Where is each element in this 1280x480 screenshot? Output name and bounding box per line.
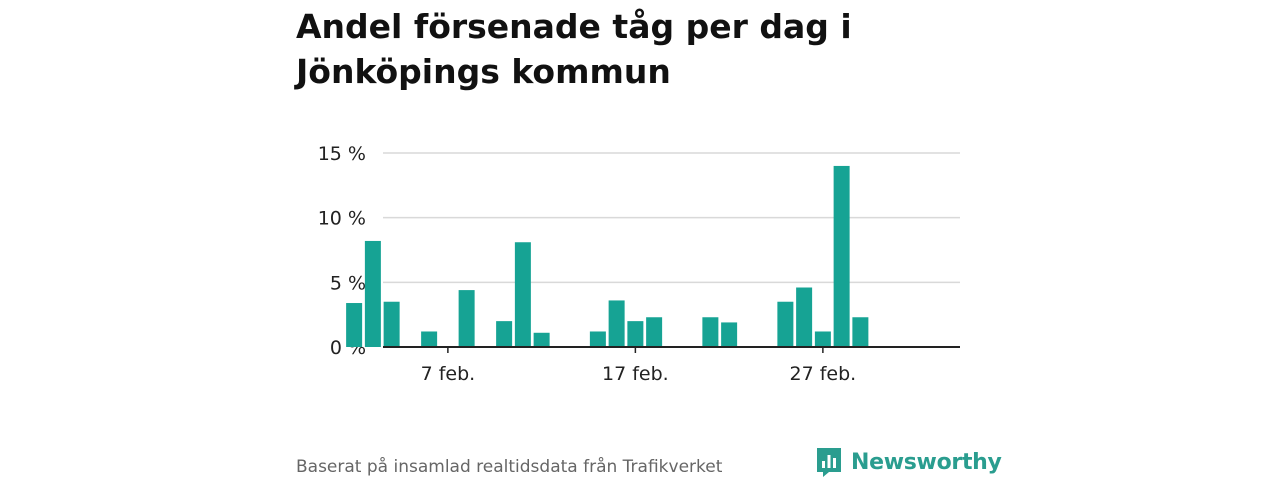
bar [514,242,531,347]
bar [852,317,869,347]
bar [496,321,513,347]
y-tick-label: 15 % [318,143,366,165]
bar [833,165,850,347]
bar [346,303,363,347]
x-tick-label: 27 feb. [790,363,857,385]
y-tick-label: 10 % [318,208,366,230]
source-note: Baserat på insamlad realtidsdata från Tr… [296,457,723,477]
bar [814,331,831,347]
page-title: Andel försenade tåg per dag i Jönköpings… [296,7,852,91]
y-tick-label: 5 % [330,272,366,294]
brand-logo: Newsworthy [815,446,1002,478]
bar [702,317,719,347]
bar [364,240,381,347]
bar [721,322,738,347]
bar [458,290,475,347]
bar [777,301,794,347]
bar [608,300,625,347]
newsworthy-logo-icon [817,448,841,477]
bar [589,331,606,347]
bar [646,317,663,347]
bar [627,321,644,347]
bar [383,301,400,347]
brand-name: Newsworthy [851,449,1002,475]
bar [533,332,550,347]
bar [796,287,813,347]
x-tick-label: 17 feb. [602,363,669,385]
x-tick-label: 7 feb. [421,363,476,385]
bar [421,331,438,347]
